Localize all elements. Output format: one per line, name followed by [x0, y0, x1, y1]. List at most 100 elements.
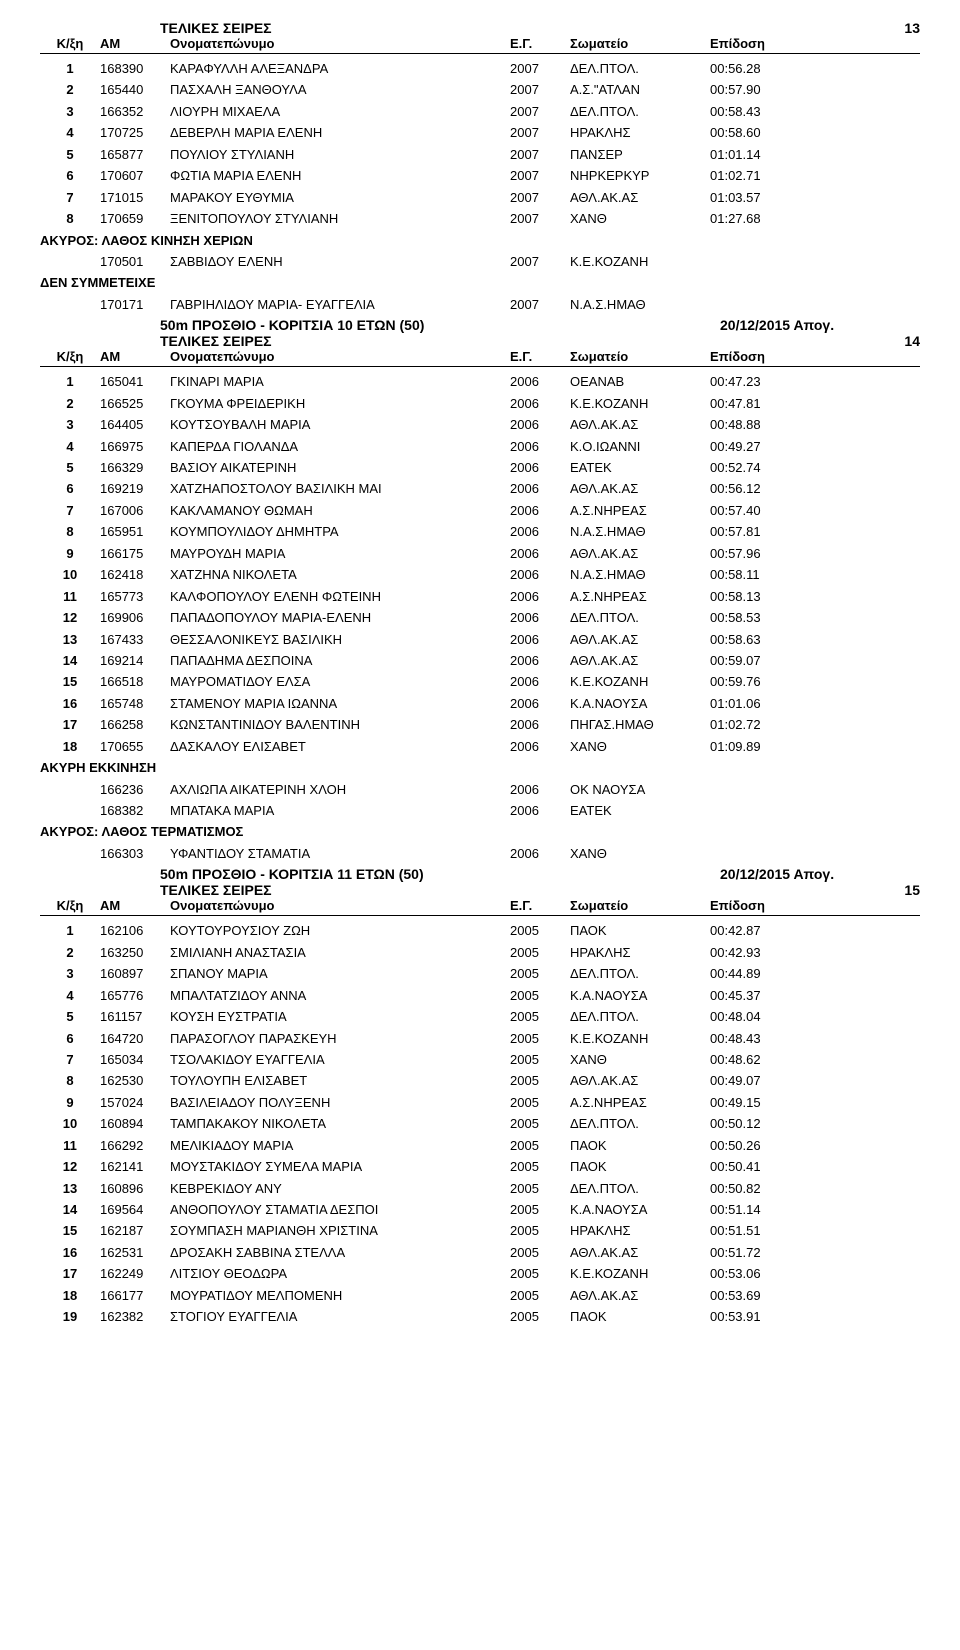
- cell-perf: 00:42.87: [710, 920, 830, 941]
- cell-year: 2005: [510, 1049, 570, 1070]
- note-title: ΑΚΥΡΟΣ: ΛΑΘΟΣ ΤΕΡΜΑΤΙΣΜΟΣ: [40, 821, 920, 842]
- cell-rank: 3: [40, 414, 100, 435]
- cell-perf: 00:45.37: [710, 985, 830, 1006]
- cell-year: 2007: [510, 208, 570, 229]
- cell-am: 165034: [100, 1049, 170, 1070]
- cell-name: ΜΟΥΣΤΑΚΙΔΟΥ ΣΥΜΕΛΑ ΜΑΡΙΑ: [170, 1156, 510, 1177]
- cell-club: ΑΘΛ.ΑΚ.ΑΣ: [570, 629, 710, 650]
- cell-rank: 2: [40, 942, 100, 963]
- cell-perf: 00:52.74: [710, 457, 830, 478]
- cell-perf: 00:58.63: [710, 629, 830, 650]
- table-row: 13160896ΚΕΒΡΕΚΙΔΟΥ ΑΝΥ2005ΔΕΛ.ΠΤΟΛ.00:50…: [40, 1178, 920, 1199]
- cell-club: ΗΡΑΚΛΗΣ: [570, 122, 710, 143]
- cell-year: 2007: [510, 79, 570, 100]
- table-row: 16162531ΔΡΟΣΑΚΗ ΣΑΒΒΙΝΑ ΣΤΕΛΛΑ2005ΑΘΛ.ΑΚ…: [40, 1242, 920, 1263]
- col-header-am: ΑΜ: [100, 898, 170, 913]
- note-name: ΥΦΑΝΤΙΔΟΥ ΣΤΑΜΑΤΙΑ: [170, 843, 510, 864]
- final-series-label: ΤΕΛΙΚΕΣ ΣΕΙΡΕΣ: [160, 20, 272, 36]
- cell-name: ΠΑΡΑΣΟΓΛΟΥ ΠΑΡΑΣΚΕΥΗ: [170, 1028, 510, 1049]
- cell-perf: 00:57.81: [710, 521, 830, 542]
- cell-name: ΠΟΥΛΙΟΥ ΣΤΥΛΙΑΝΗ: [170, 144, 510, 165]
- cell-perf: 01:02.71: [710, 165, 830, 186]
- col-header-rank: Κ/ξη: [40, 349, 100, 364]
- cell-am: 170659: [100, 208, 170, 229]
- cell-am: 169906: [100, 607, 170, 628]
- cell-name: ΣΜΙΛΙΑΝΗ ΑΝΑΣΤΑΣΙΑ: [170, 942, 510, 963]
- cell-name: ΒΑΣΙΟΥ ΑΙΚΑΤΕΡΙΝΗ: [170, 457, 510, 478]
- table-row: 2166525ΓΚΟΥΜΑ ΦΡΕΙΔΕΡΙΚΗ2006Κ.Ε.ΚΟΖΑΝΗ00…: [40, 393, 920, 414]
- cell-name: ΔΡΟΣΑΚΗ ΣΑΒΒΙΝΑ ΣΤΕΛΛΑ: [170, 1242, 510, 1263]
- cell-club: ΑΘΛ.ΑΚ.ΑΣ: [570, 1285, 710, 1306]
- cell-year: 2005: [510, 1306, 570, 1327]
- cell-am: 166518: [100, 671, 170, 692]
- table-row: 7167006ΚΑΚΛΑΜΑΝΟΥ ΘΩΜΑΗ2006Α.Σ.ΝΗΡΕΑΣ00:…: [40, 500, 920, 521]
- cell-am: 160896: [100, 1178, 170, 1199]
- cell-name: ΠΑΠΑΔΗΜΑ ΔΕΣΠΟΙΝΑ: [170, 650, 510, 671]
- cell-perf: 00:53.06: [710, 1263, 830, 1284]
- table-row: 4170725ΔΕΒΕΡΛΗ ΜΑΡΙΑ ΕΛΕΝΗ2007ΗΡΑΚΛΗΣ00:…: [40, 122, 920, 143]
- cell-year: 2007: [510, 165, 570, 186]
- cell-name: ΛΙΤΣΙΟΥ ΘΕΟΔΩΡΑ: [170, 1263, 510, 1284]
- table-row: 6169219ΧΑΤΖΗΑΠΟΣΤΟΛΟΥ ΒΑΣΙΛΙΚΗ ΜΑΙ2006ΑΘ…: [40, 478, 920, 499]
- table-row: 7171015ΜΑΡΑΚΟΥ ΕΥΘΥΜΙΑ2007ΑΘΛ.ΑΚ.ΑΣ01:03…: [40, 187, 920, 208]
- cell-am: 160894: [100, 1113, 170, 1134]
- cell-rank: 4: [40, 985, 100, 1006]
- cell-name: ΔΕΒΕΡΛΗ ΜΑΡΙΑ ΕΛΕΝΗ: [170, 122, 510, 143]
- cell-am: 165776: [100, 985, 170, 1006]
- cell-perf: 00:53.69: [710, 1285, 830, 1306]
- note-am: 166303: [100, 843, 170, 864]
- note-name: ΑΧΛΙΩΠΑ ΑΙΚΑΤΕΡΙΝΗ ΧΛΟΗ: [170, 779, 510, 800]
- note-title: ΑΚΥΡΟΣ: ΛΑΘΟΣ ΚΙΝΗΣΗ ΧΕΡΙΩΝ: [40, 230, 920, 251]
- table-row: 12162141ΜΟΥΣΤΑΚΙΔΟΥ ΣΥΜΕΛΑ ΜΑΡΙΑ2005ΠΑΟΚ…: [40, 1156, 920, 1177]
- note-club: ΕΑΤΕΚ: [570, 800, 710, 821]
- cell-rank: 8: [40, 1070, 100, 1091]
- cell-club: ΔΕΛ.ΠΤΟΛ.: [570, 1006, 710, 1027]
- cell-am: 166525: [100, 393, 170, 414]
- cell-year: 2005: [510, 1028, 570, 1049]
- table-row: 2163250ΣΜΙΛΙΑΝΗ ΑΝΑΣΤΑΣΙΑ2005ΗΡΑΚΛΗΣ00:4…: [40, 942, 920, 963]
- table-header: Κ/ξηΑΜΟνοματεπώνυμοΕ.Γ.ΣωματείοΕπίδοση: [40, 349, 920, 367]
- table-row: 9157024ΒΑΣΙΛΕΙΑΔΟΥ ΠΟΛΥΞΕΝΗ2005Α.Σ.ΝΗΡΕΑ…: [40, 1092, 920, 1113]
- cell-am: 162531: [100, 1242, 170, 1263]
- cell-year: 2006: [510, 543, 570, 564]
- cell-club: ΕΑΤΕΚ: [570, 457, 710, 478]
- cell-year: 2005: [510, 1070, 570, 1091]
- table-row: 3166352ΛΙΟΥΡΗ ΜΙΧΑΕΛΑ2007ΔΕΛ.ΠΤΟΛ.00:58.…: [40, 101, 920, 122]
- table-row: 17162249ΛΙΤΣΙΟΥ ΘΕΟΔΩΡΑ2005Κ.Ε.ΚΟΖΑΝΗ00:…: [40, 1263, 920, 1284]
- cell-rank: 10: [40, 564, 100, 585]
- cell-am: 162141: [100, 1156, 170, 1177]
- cell-year: 2005: [510, 1263, 570, 1284]
- cell-year: 2005: [510, 1242, 570, 1263]
- table-row: 8162530ΤΟΥΛΟΥΠΗ ΕΛΙΣΑΒΕΤ2005ΑΘΛ.ΑΚ.ΑΣ00:…: [40, 1070, 920, 1091]
- cell-rank: 4: [40, 122, 100, 143]
- cell-perf: 01:01.06: [710, 693, 830, 714]
- col-header-year: Ε.Γ.: [510, 898, 570, 913]
- event-date: 20/12/2015 Απογ.: [720, 317, 920, 333]
- col-header-name: Ονοματεπώνυμο: [170, 36, 510, 51]
- cell-rank: 5: [40, 1006, 100, 1027]
- table-header: Κ/ξηΑΜΟνοματεπώνυμοΕ.Γ.ΣωματείοΕπίδοση: [40, 898, 920, 916]
- col-header-rank: Κ/ξη: [40, 898, 100, 913]
- cell-club: ΠΑΟΚ: [570, 1135, 710, 1156]
- cell-club: ΑΘΛ.ΑΚ.ΑΣ: [570, 414, 710, 435]
- cell-name: ΜΠΑΛΤΑΤΖΙΔΟΥ ΑΝΝΑ: [170, 985, 510, 1006]
- note-club: ΟΚ ΝΑΟΥΣΑ: [570, 779, 710, 800]
- cell-perf: 00:48.04: [710, 1006, 830, 1027]
- cell-perf: 00:59.07: [710, 650, 830, 671]
- cell-name: ΤΑΜΠΑΚΑΚΟΥ ΝΙΚΟΛΕΤΑ: [170, 1113, 510, 1134]
- cell-year: 2006: [510, 693, 570, 714]
- cell-am: 165951: [100, 521, 170, 542]
- cell-year: 2007: [510, 187, 570, 208]
- cell-rank: 4: [40, 436, 100, 457]
- cell-am: 166258: [100, 714, 170, 735]
- col-header-perf: Επίδοση: [710, 349, 830, 364]
- cell-year: 2005: [510, 942, 570, 963]
- cell-year: 2005: [510, 1285, 570, 1306]
- cell-club: ΔΕΛ.ΠΤΟΛ.: [570, 963, 710, 984]
- final-series-label: ΤΕΛΙΚΕΣ ΣΕΙΡΕΣ: [160, 882, 272, 898]
- cell-rank: 16: [40, 1242, 100, 1263]
- col-header-club: Σωματείο: [570, 36, 710, 51]
- table-row: 3160897ΣΠΑΝΟΥ ΜΑΡΙΑ2005ΔΕΛ.ΠΤΟΛ.00:44.89: [40, 963, 920, 984]
- cell-year: 2007: [510, 101, 570, 122]
- cell-am: 170725: [100, 122, 170, 143]
